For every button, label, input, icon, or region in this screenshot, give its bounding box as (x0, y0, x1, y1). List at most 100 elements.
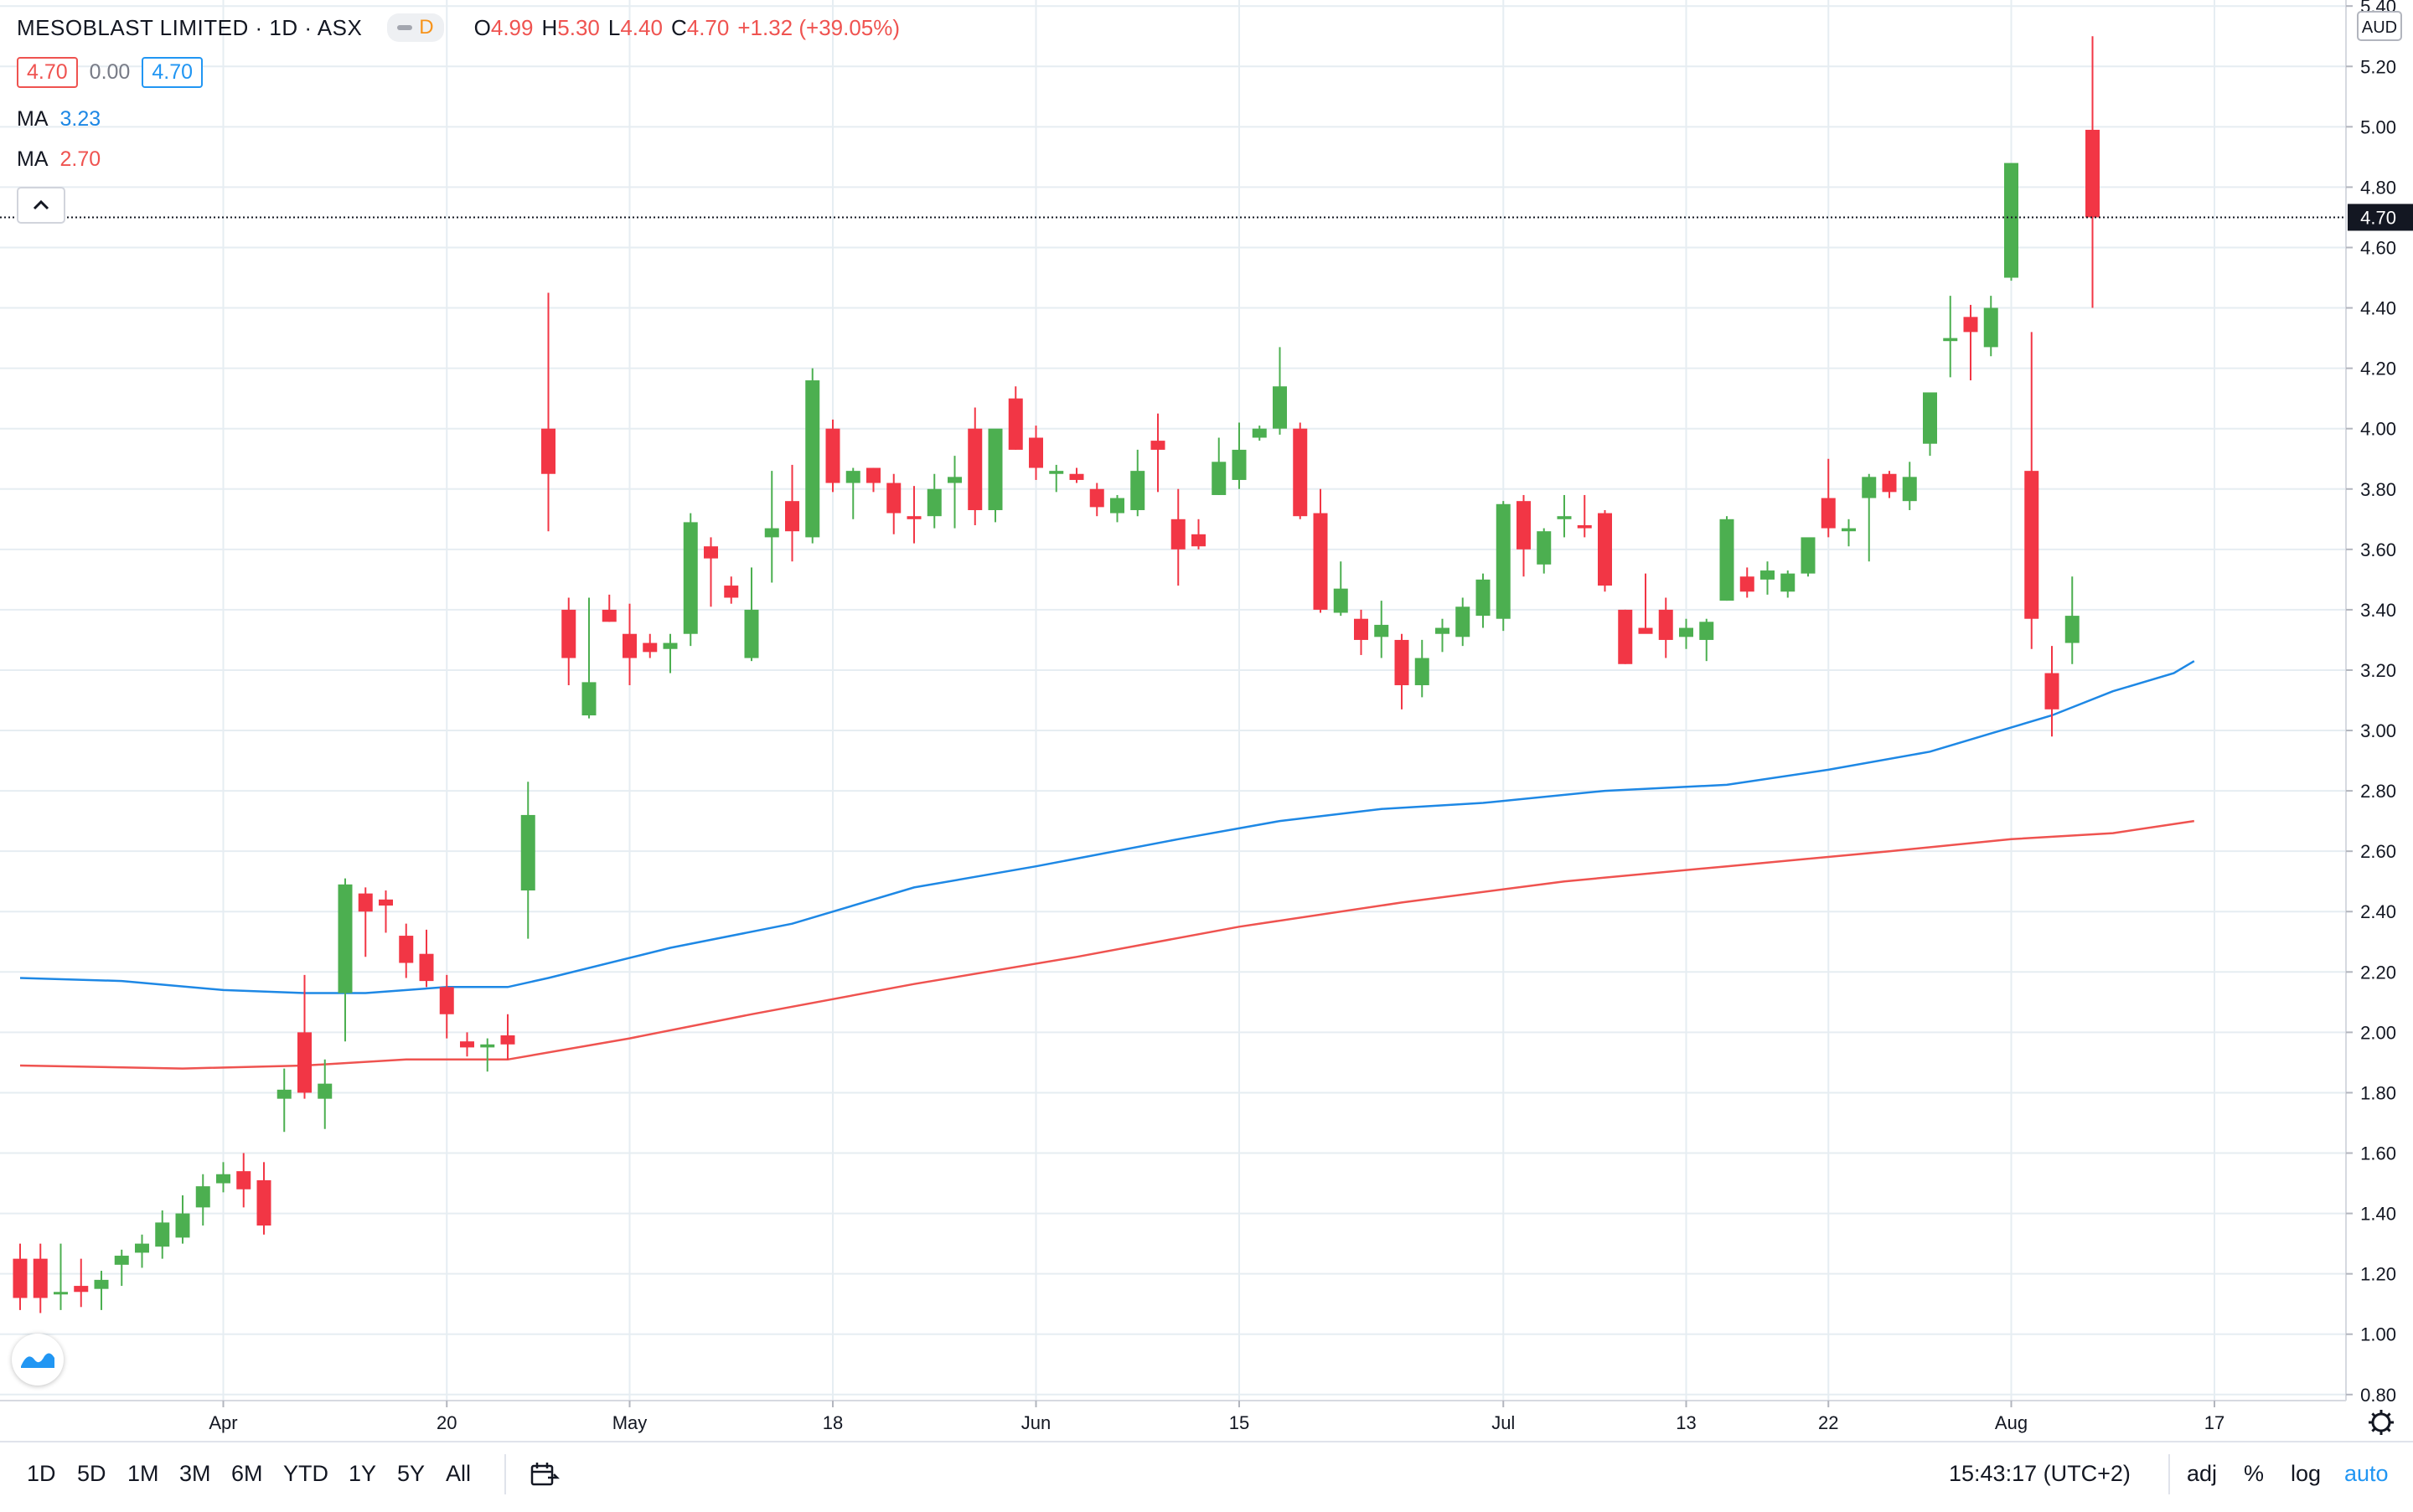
candle-body (643, 642, 658, 653)
candle-body (114, 1256, 129, 1265)
close-label: C (670, 14, 687, 40)
range-all[interactable]: All (446, 1461, 472, 1486)
candle-body (1110, 498, 1124, 513)
price-tick-label: 2.00 (2360, 1022, 2396, 1043)
time-tick-label: 22 (1818, 1412, 1838, 1433)
percent-toggle[interactable]: % (2244, 1461, 2265, 1486)
candle-body (1354, 618, 1368, 640)
candle-body (1049, 471, 1064, 474)
ma-fast-label: MA (17, 107, 49, 131)
price-tick-label: 4.20 (2360, 359, 2396, 379)
candle-body (1618, 609, 1633, 664)
candle-body (1455, 606, 1470, 637)
candle-body (724, 586, 739, 598)
range-5d[interactable]: 5D (77, 1461, 106, 1486)
candle-body (1739, 576, 1754, 592)
candle-body (541, 428, 555, 474)
ma-slow-line (19, 819, 2194, 1070)
candle-body (1191, 534, 1206, 547)
candle-body (1821, 498, 1836, 529)
time-tick-label: 17 (2204, 1412, 2224, 1433)
time-tick-label: 18 (823, 1412, 843, 1433)
candle-body (1963, 317, 1978, 333)
candle-body (785, 501, 799, 532)
time-tick-label: 13 (1676, 1412, 1696, 1433)
indicator-ma-fast[interactable]: MA 3.23 (17, 107, 101, 132)
time-tick-label: 15 (1229, 1412, 1249, 1433)
candle-body (663, 642, 678, 649)
candle-body (33, 1258, 48, 1298)
high-label: H (541, 14, 558, 40)
range-6m[interactable]: 6M (231, 1461, 263, 1486)
ask-box[interactable]: 4.70 (142, 57, 204, 88)
candle-body (602, 609, 617, 622)
candle-body (825, 428, 840, 483)
price-tick-label: 2.60 (2360, 841, 2396, 862)
clock-timezone[interactable]: 15:43:17 (UTC+2) (1949, 1461, 2131, 1486)
candle-body (1537, 531, 1552, 565)
price-tick-label: 5.00 (2360, 116, 2396, 137)
range-ytd[interactable]: YTD (283, 1461, 328, 1486)
status-dot-icon (397, 25, 413, 30)
candle-body (1882, 473, 1897, 493)
goto-date-button[interactable] (530, 1461, 561, 1494)
range-5y[interactable]: 5Y (397, 1461, 426, 1486)
candle-body (1902, 477, 1917, 502)
candle-body (805, 380, 820, 538)
open-label: O (473, 14, 491, 40)
adj-toggle[interactable]: adj (2187, 1461, 2218, 1486)
price-tick-label: 1.00 (2360, 1324, 2396, 1345)
price-tick-label: 3.00 (2360, 720, 2396, 741)
candle-body (94, 1279, 109, 1289)
price-tick-label: 3.80 (2360, 479, 2396, 500)
toolbar-divider (2168, 1454, 2170, 1494)
range-1m[interactable]: 1M (127, 1461, 159, 1486)
bid-box[interactable]: 4.70 (17, 57, 78, 88)
log-toggle[interactable]: log (2291, 1461, 2322, 1486)
auto-scale-toggle[interactable]: auto (2344, 1461, 2389, 1486)
range-1d[interactable]: 1D (27, 1461, 56, 1486)
candle-body (845, 471, 860, 483)
candle-body (683, 522, 698, 634)
candle-body (1273, 386, 1287, 429)
time-tick-label: Aug (1995, 1412, 2028, 1433)
candle-body (480, 1044, 495, 1048)
price-tick-label: 3.40 (2360, 600, 2396, 621)
indicator-ma-slow[interactable]: MA 2.70 (17, 147, 101, 172)
symbol-title[interactable]: MESOBLAST LIMITED · 1D · ASX (17, 14, 363, 40)
price-tick-label: 1.60 (2360, 1143, 2396, 1164)
candle-body (1069, 473, 1084, 480)
price-tick-label: 2.40 (2360, 901, 2396, 922)
time-tick-label: Jun (1021, 1412, 1051, 1433)
range-3m[interactable]: 3M (179, 1461, 211, 1486)
time-tick-label: Apr (209, 1412, 237, 1433)
calendar-goto-icon (530, 1463, 561, 1486)
candle-body (2044, 673, 2059, 710)
candle-body (866, 467, 881, 483)
spread-value: 0.00 (89, 60, 131, 84)
market-status-pill[interactable]: D (387, 13, 444, 42)
candle-body (1598, 513, 1612, 586)
tradingview-logo-button[interactable] (12, 1334, 64, 1386)
candle-body (1089, 488, 1104, 508)
candle-body (1374, 624, 1389, 637)
range-1y[interactable]: 1Y (349, 1461, 377, 1486)
settings-gear-icon[interactable] (2369, 1410, 2394, 1435)
low-value: 4.40 (620, 14, 663, 40)
ma-slow-label: MA (17, 147, 49, 171)
candle-body (1862, 477, 1877, 498)
candle-body (1983, 307, 1998, 348)
collapse-legend-button[interactable] (17, 187, 65, 224)
price-tick-label: 5.20 (2360, 56, 2396, 77)
symbol-legend: MESOBLAST LIMITED · 1D · ASX D O 4.99 H 5.… (17, 10, 900, 45)
price-tick-label: 4.00 (2360, 419, 2396, 440)
candle-body (216, 1174, 230, 1184)
candle-body (1760, 570, 1775, 580)
candle-body (236, 1171, 251, 1189)
price-tick-label: 0.80 (2360, 1385, 2396, 1406)
close-value: 4.70 (686, 14, 730, 40)
candle-body (744, 609, 759, 658)
candle-body (155, 1222, 170, 1247)
